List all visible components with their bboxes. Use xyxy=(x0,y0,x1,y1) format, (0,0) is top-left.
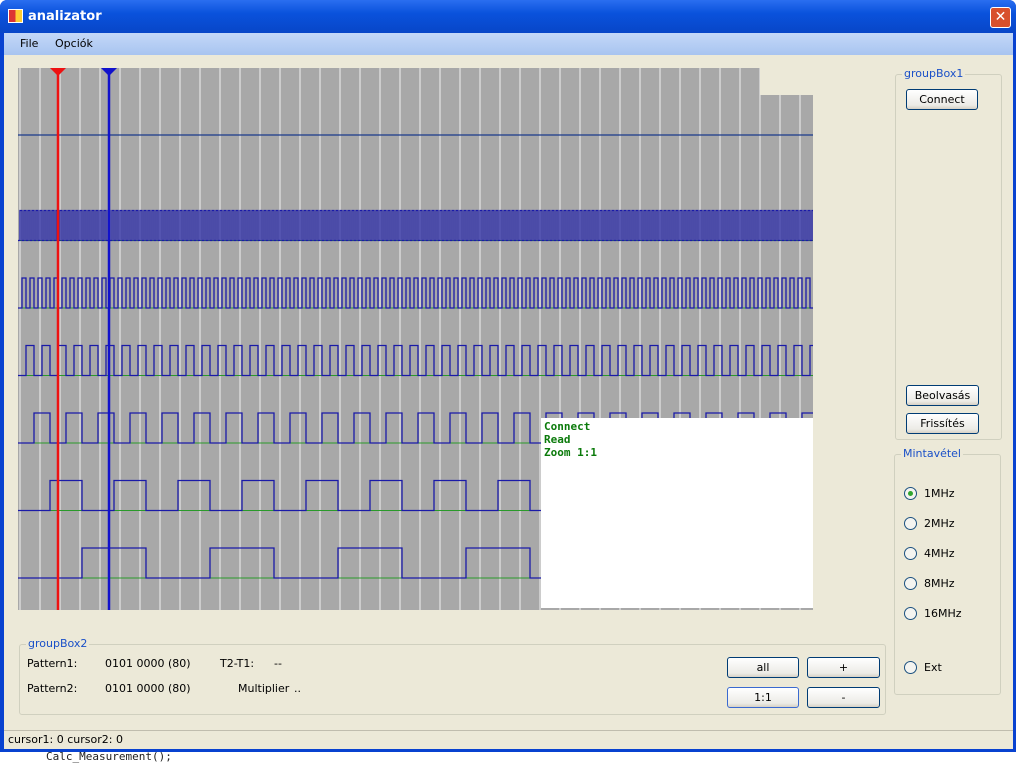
radio-circle-icon xyxy=(904,577,917,590)
groupbox2-title: groupBox2 xyxy=(26,637,90,650)
close-button[interactable]: ✕ xyxy=(990,7,1011,28)
connect-button[interactable]: Connect xyxy=(906,89,978,110)
radio-circle-icon xyxy=(904,517,917,530)
pattern1-label: Pattern1: xyxy=(27,657,78,670)
multiplier-value: .. xyxy=(294,682,301,695)
multiplier-label: Multiplier xyxy=(238,682,290,695)
app-window: analizator ✕ File Opciók Connect Read Zo… xyxy=(0,0,1016,752)
status-text: cursor1: 0 cursor2: 0 xyxy=(8,733,123,746)
radio-circle-icon xyxy=(904,661,917,674)
groupbox1-title: groupBox1 xyxy=(902,67,966,80)
channel-2-waveform xyxy=(18,277,813,309)
radio-label: 16MHz xyxy=(924,607,962,620)
channel-6-waveform xyxy=(18,547,541,579)
radio-circle-icon xyxy=(904,487,917,500)
groupbox2: groupBox2 xyxy=(19,637,886,715)
pattern1-value: 0101 0000 (80) xyxy=(105,657,191,670)
t2t1-value: -- xyxy=(274,657,282,670)
zoom-out-button[interactable]: - xyxy=(807,687,880,708)
title-bar[interactable]: analizator ✕ xyxy=(0,0,1016,33)
log-box: Connect Read Zoom 1:1 xyxy=(541,418,813,608)
menu-file[interactable]: File xyxy=(20,37,39,50)
cursor1-handle-icon xyxy=(50,68,66,76)
channel-3-waveform xyxy=(18,344,813,377)
display-notch xyxy=(760,68,813,95)
client-area: File Opciók Connect Read Zoom 1:1 groupB… xyxy=(4,33,1013,749)
zoom-all-button[interactable]: all xyxy=(727,657,799,678)
log-line: Connect xyxy=(544,420,591,433)
waveform-display[interactable]: Connect Read Zoom 1:1 xyxy=(18,68,813,610)
cursor2-handle-icon xyxy=(101,68,117,76)
log-line: Read xyxy=(544,433,571,446)
pattern2-label: Pattern2: xyxy=(27,682,78,695)
channel-4-waveform xyxy=(18,412,813,444)
radio-circle-icon xyxy=(904,547,917,560)
channel-1-waveform xyxy=(18,209,813,242)
radio-label: 2MHz xyxy=(924,517,955,530)
radio-label: Ext xyxy=(924,661,942,674)
app-icon xyxy=(8,9,23,23)
log-line: Zoom 1:1 xyxy=(544,446,597,459)
read-button[interactable]: Beolvasás xyxy=(906,385,979,406)
radio-label: 8MHz xyxy=(924,577,955,590)
zoom-in-button[interactable]: + xyxy=(807,657,880,678)
groupbox1: groupBox1 xyxy=(895,67,1002,440)
sampling-groupbox: Mintavétel xyxy=(894,447,1001,695)
window-title: analizator xyxy=(28,9,102,24)
radio-label: 1MHz xyxy=(924,487,955,500)
sampling-title: Mintavétel xyxy=(901,447,963,460)
t2t1-label: T2-T1: xyxy=(220,657,255,670)
status-bar: cursor1: 0 cursor2: 0 xyxy=(4,730,1013,749)
pattern2-value: 0101 0000 (80) xyxy=(105,682,191,695)
channel-5-waveform xyxy=(18,479,541,512)
menu-options[interactable]: Opciók xyxy=(55,37,93,50)
radio-label: 4MHz xyxy=(924,547,955,560)
menu-bar: File Opciók xyxy=(4,33,1013,55)
refresh-button[interactable]: Frissítés xyxy=(906,413,979,434)
radio-circle-icon xyxy=(904,607,917,620)
zoom-1to1-button[interactable]: 1:1 xyxy=(727,687,799,708)
